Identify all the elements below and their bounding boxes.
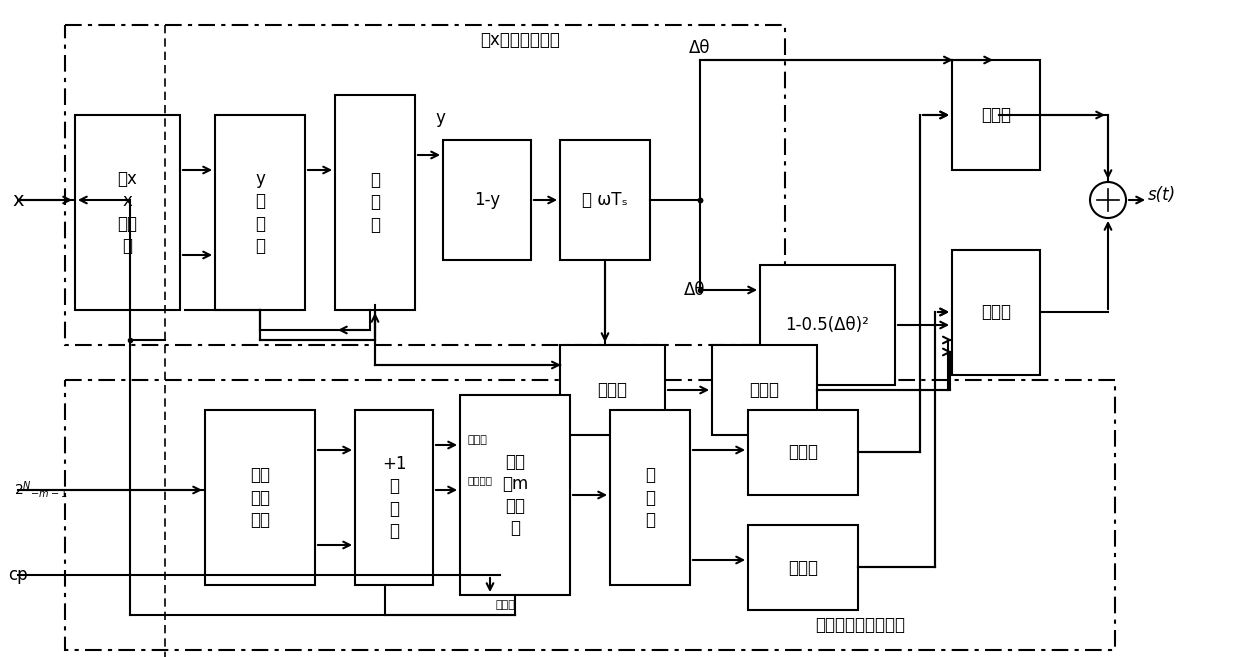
- Text: 1-y: 1-y: [474, 191, 500, 209]
- Bar: [748, 525, 858, 610]
- Bar: [205, 410, 315, 585]
- Text: y: y: [435, 109, 445, 127]
- Text: 余弦表: 余弦表: [787, 443, 818, 461]
- Text: $2^N$$_{-m-1}$: $2^N$$_{-m-1}$: [14, 480, 67, 501]
- Bar: [952, 60, 1040, 170]
- Bar: [610, 410, 689, 585]
- Bar: [760, 265, 895, 385]
- Text: 乘法器: 乘法器: [981, 304, 1011, 321]
- Bar: [335, 95, 415, 310]
- Bar: [712, 345, 817, 435]
- Bar: [443, 140, 531, 260]
- Text: 寄
存
器: 寄 存 器: [645, 466, 655, 529]
- Bar: [560, 345, 665, 435]
- Text: 1-0.5(Δθ)²: 1-0.5(Δθ)²: [786, 316, 869, 334]
- Text: +1
加
法
器: +1 加 法 器: [382, 455, 407, 540]
- Bar: [74, 115, 180, 310]
- Text: 寄
存
器: 寄 存 器: [370, 171, 379, 234]
- Text: 微x
x
寄存
器: 微x x 寄存 器: [118, 170, 138, 255]
- Text: y
累
加
器: y 累 加 器: [255, 170, 265, 255]
- Text: 预置
値寄
存器: 预置 値寄 存器: [250, 466, 270, 529]
- Text: 整数点载波生成模块: 整数点载波生成模块: [815, 616, 905, 634]
- Text: 乘 ωTₛ: 乘 ωTₛ: [582, 191, 627, 209]
- Text: 比较器: 比较器: [598, 381, 627, 399]
- Bar: [460, 395, 570, 595]
- Text: 溢出位: 溢出位: [495, 600, 515, 610]
- Text: 正弦表: 正弦表: [787, 558, 818, 576]
- Text: Δθ: Δθ: [683, 281, 706, 299]
- Text: 反相器: 反相器: [749, 381, 780, 399]
- Text: Δθ: Δθ: [689, 39, 711, 57]
- Bar: [64, 380, 1115, 650]
- Text: 乘法器: 乘法器: [981, 106, 1011, 124]
- Text: 预置使能: 预置使能: [467, 475, 494, 485]
- Bar: [748, 410, 858, 495]
- Bar: [952, 250, 1040, 375]
- Bar: [560, 140, 650, 260]
- Text: x: x: [12, 191, 24, 210]
- Text: 可预
置m
计数
器: 可预 置m 计数 器: [502, 453, 528, 537]
- Text: s(t): s(t): [1148, 186, 1176, 204]
- Text: 预置值: 预置值: [467, 435, 487, 445]
- Bar: [355, 410, 433, 585]
- Text: 微x相位生成模块: 微x相位生成模块: [480, 31, 560, 49]
- Bar: [215, 115, 305, 310]
- Text: cp: cp: [9, 566, 27, 584]
- Bar: [64, 25, 785, 345]
